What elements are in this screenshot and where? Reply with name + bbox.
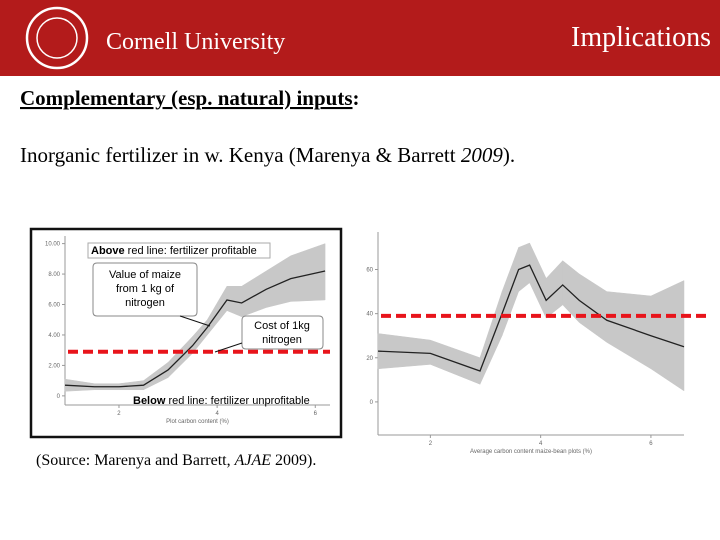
x-tick-label: 4 [215,411,219,417]
below-bold: Below [133,395,166,407]
y-tick-label: 20 [366,356,373,362]
y-tick-label: 0 [370,400,374,406]
confidence-band [545,260,563,319]
value-note-line: Value of maize [109,269,181,281]
confidence-band [606,291,652,370]
y-tick-label: 2.00 [48,363,60,369]
header-bar [0,0,720,76]
heading-colon: : [353,86,360,110]
x-axis-label: Average carbon content maize-bean plots … [470,449,592,455]
charts: 0 2.00 4.00 6.00 8.00 10.00 2 4 6 Plot carbon con… [45,232,709,455]
source-end: 2009). [271,452,316,469]
x-tick-label: 4 [539,441,543,447]
x-tick-label: 6 [649,441,653,447]
cost-box [241,315,324,350]
confidence-band [650,280,685,392]
cost-pointer [214,342,243,353]
heading: Complementary (esp. natural) inputs: [20,86,360,110]
source-journal: AJAE [234,452,272,469]
annotations: Above red line: fertilizer profitable Be… [87,242,324,407]
y-tick-label: 40 [366,312,373,318]
heading-main: Complementary (esp. natural) inputs [20,86,353,110]
confidence-band [290,243,326,302]
logo-inner [36,17,78,59]
line [377,264,685,372]
source-main: (Source: Marenya and Barrett, [36,452,235,469]
value-note-line: from 1 kg of [116,283,175,295]
body-text: Inorganic fertilizer in w. Kenya (Mareny… [20,143,515,167]
cost-note-line: Cost of 1kg [254,320,310,332]
logo [25,6,89,70]
y-tick-label: 4.00 [48,333,60,339]
confidence-band [479,291,503,385]
text-year: 2009 [461,143,504,167]
above-note: Above red line: fertilizer profitable [91,245,257,257]
x-axis-label: Plot carbon content (%) [166,419,229,425]
y-tick-label: 60 [366,268,373,274]
above-box [87,242,271,259]
line [64,270,326,388]
x-tick-label: 2 [429,441,433,447]
text-main: Inorganic fertilizer in w. Kenya (Mareny… [20,143,461,167]
value-box [92,262,198,317]
below-note: Below red line: fertilizer unprofitable [133,395,310,407]
institution: Cornell University [106,29,285,55]
value-pointer [179,315,211,327]
text-end: ). [503,143,515,167]
above-rest: red line: fertilizer profitable [125,245,257,257]
confidence-band [578,273,608,343]
slide-title: Implications [571,22,711,53]
y-tick-label: 0 [57,394,61,400]
x-tick-label: 2 [117,411,121,417]
x-tick-label: 6 [314,411,318,417]
y-tick-label: 8.00 [48,272,60,278]
y-tick-label: 10.00 [45,242,61,248]
confidence-band [562,260,580,324]
source: (Source: Marenya and Barrett, AJAE 2009)… [36,452,316,469]
cost-note-line: nitrogen [262,334,302,346]
below-rest: red line: fertilizer unprofitable [165,395,309,407]
above-bold: Above [91,245,125,257]
value-note-line: nitrogen [125,297,165,309]
y-tick-label: 6.00 [48,303,60,309]
confidence-band [529,242,547,319]
